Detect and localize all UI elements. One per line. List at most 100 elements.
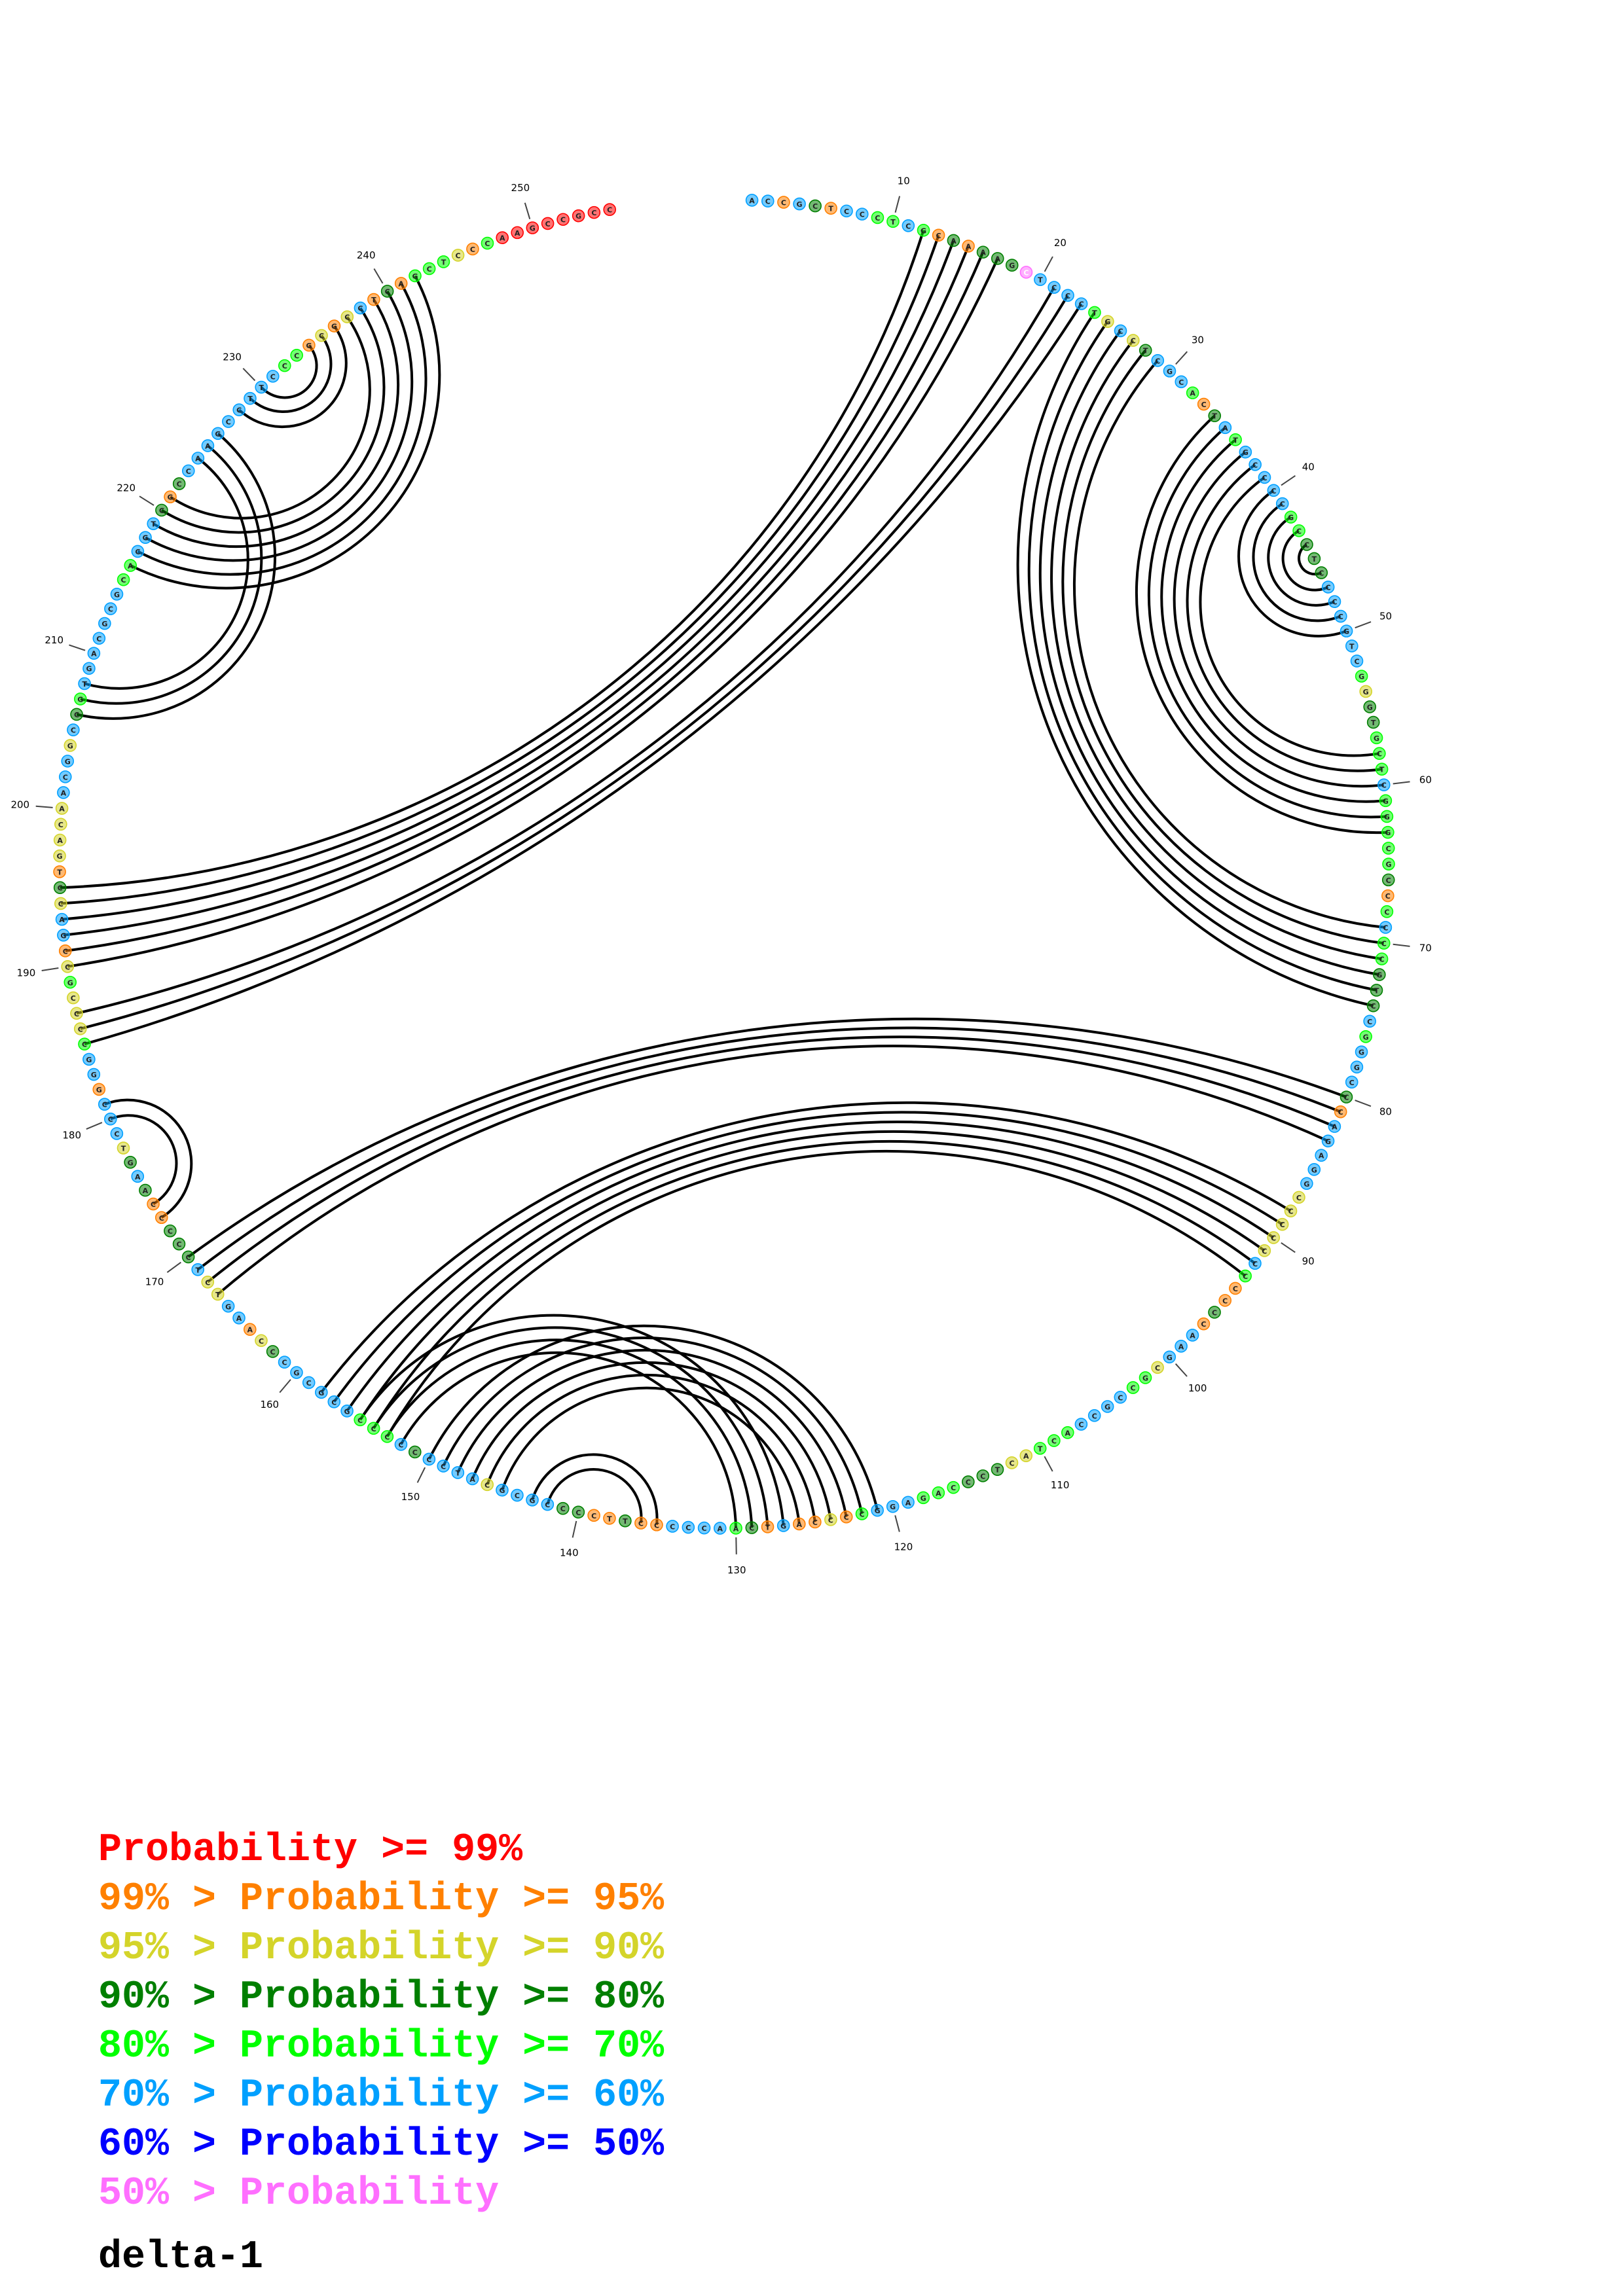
svg-text:A: A	[733, 1524, 739, 1533]
nucleotide: C	[840, 204, 853, 218]
position-tick	[1393, 781, 1410, 785]
svg-text:G: G	[530, 1496, 536, 1505]
nucleotide: C	[761, 194, 775, 207]
position-tick	[572, 1520, 577, 1538]
base-pair-arc	[1186, 463, 1382, 772]
svg-text:T: T	[247, 395, 253, 403]
nucleotide: C	[947, 1480, 960, 1494]
svg-text:C: C	[1065, 292, 1070, 300]
nucleotide: C	[1321, 581, 1335, 594]
svg-text:G: G	[225, 1302, 231, 1311]
svg-text:A: A	[749, 196, 755, 205]
legend-row-2: 99% > Probability >= 95%	[98, 1877, 665, 1922]
svg-text:C: C	[980, 1472, 985, 1480]
nucleotide: G	[1359, 685, 1372, 698]
svg-text:G: G	[67, 978, 73, 987]
base-pair-arc	[130, 275, 441, 590]
nucleotide: C	[1175, 375, 1188, 389]
nucleotide: G	[221, 1299, 235, 1313]
nucleotide: C	[976, 1469, 990, 1482]
base-pair-arc	[386, 1338, 754, 1528]
svg-text:C: C	[108, 1115, 113, 1124]
svg-text:G: G	[575, 212, 581, 221]
svg-text:G: G	[1009, 262, 1015, 270]
position-label: 140	[560, 1547, 579, 1559]
nucleotide: A	[201, 439, 215, 452]
svg-text:C: C	[282, 1359, 287, 1367]
svg-text:T: T	[456, 1469, 461, 1477]
svg-text:G: G	[1359, 1049, 1364, 1057]
base-pair-arcs	[60, 230, 1388, 1528]
svg-text:A: A	[57, 836, 63, 845]
svg-text:C: C	[1212, 1308, 1217, 1317]
position-tick	[279, 1379, 291, 1393]
svg-text:A: A	[59, 916, 65, 924]
svg-text:C: C	[78, 1025, 83, 1033]
svg-text:T: T	[121, 1145, 126, 1153]
base-pair-arc	[1135, 414, 1388, 834]
nucleotide: T	[619, 1514, 632, 1528]
nucleotide: T	[117, 1141, 130, 1155]
svg-text:A: A	[61, 789, 67, 797]
nucleotide: G	[776, 1519, 790, 1532]
svg-text:T: T	[1312, 555, 1317, 564]
nucleotide: T	[1345, 639, 1359, 653]
nucleotide: A	[191, 452, 205, 465]
svg-text:G: G	[1359, 673, 1364, 681]
svg-text:G: G	[215, 430, 221, 439]
nucleotide: G	[886, 1499, 900, 1513]
nucleotide: C	[1380, 905, 1394, 918]
svg-text:A: A	[1023, 1452, 1029, 1461]
nucleotide: C	[110, 1127, 124, 1140]
nucleotide: C	[380, 1430, 394, 1443]
nucleotide: C	[1350, 655, 1364, 668]
position-label: 10	[898, 175, 910, 187]
svg-text:C: C	[82, 1041, 87, 1049]
nucleotide: G	[917, 223, 930, 237]
svg-text:C: C	[844, 207, 849, 216]
nucleotide: C	[1275, 497, 1289, 511]
svg-text:G: G	[1167, 1354, 1173, 1362]
svg-text:C: C	[102, 1101, 107, 1109]
svg-text:G: G	[530, 224, 536, 233]
svg-text:C: C	[96, 635, 101, 643]
nucleotide: C	[682, 1520, 695, 1534]
base-pair-arc	[1237, 489, 1347, 637]
legend-row-8: 50% > Probability	[98, 2172, 500, 2216]
nucleotide: A	[947, 234, 960, 247]
nucleotide: G	[1350, 1060, 1364, 1074]
svg-text:C: C	[1051, 1437, 1057, 1446]
svg-text:C: C	[108, 605, 113, 614]
svg-text:C: C	[812, 1518, 818, 1527]
nucleotide: G	[110, 587, 124, 601]
position-tick	[416, 1467, 426, 1483]
nucleotide: G	[871, 1503, 884, 1517]
svg-text:C: C	[186, 467, 191, 476]
nucleotide: C	[1258, 471, 1271, 484]
svg-text:A: A	[59, 805, 65, 814]
nucleotide: G	[1355, 1045, 1368, 1058]
svg-text:C: C	[65, 963, 70, 971]
nucleotide: T	[1370, 984, 1383, 997]
nucleotide: G	[1381, 825, 1395, 839]
svg-text:C: C	[159, 1214, 164, 1223]
position-label: 30	[1192, 334, 1204, 346]
svg-text:T: T	[1143, 347, 1148, 355]
nucleotide: A	[394, 277, 408, 290]
nucleotide: G	[340, 1404, 354, 1418]
nucleotide: C	[1315, 566, 1328, 579]
position-tick	[1175, 1363, 1188, 1377]
svg-text:T: T	[1233, 436, 1238, 444]
position-tick	[1281, 475, 1296, 486]
nucleotide: G	[1163, 365, 1176, 378]
nucleotide: C	[278, 359, 291, 372]
position-label: 220	[117, 482, 136, 493]
nucleotide: C	[556, 1501, 570, 1515]
svg-text:C: C	[357, 1416, 363, 1425]
svg-text:C: C	[344, 314, 350, 322]
svg-text:C: C	[484, 240, 490, 248]
nucleotide: G	[1239, 445, 1252, 459]
nucleotide: C	[67, 723, 80, 736]
svg-text:C: C	[1262, 1247, 1267, 1255]
nucleotide: T	[1034, 273, 1047, 287]
